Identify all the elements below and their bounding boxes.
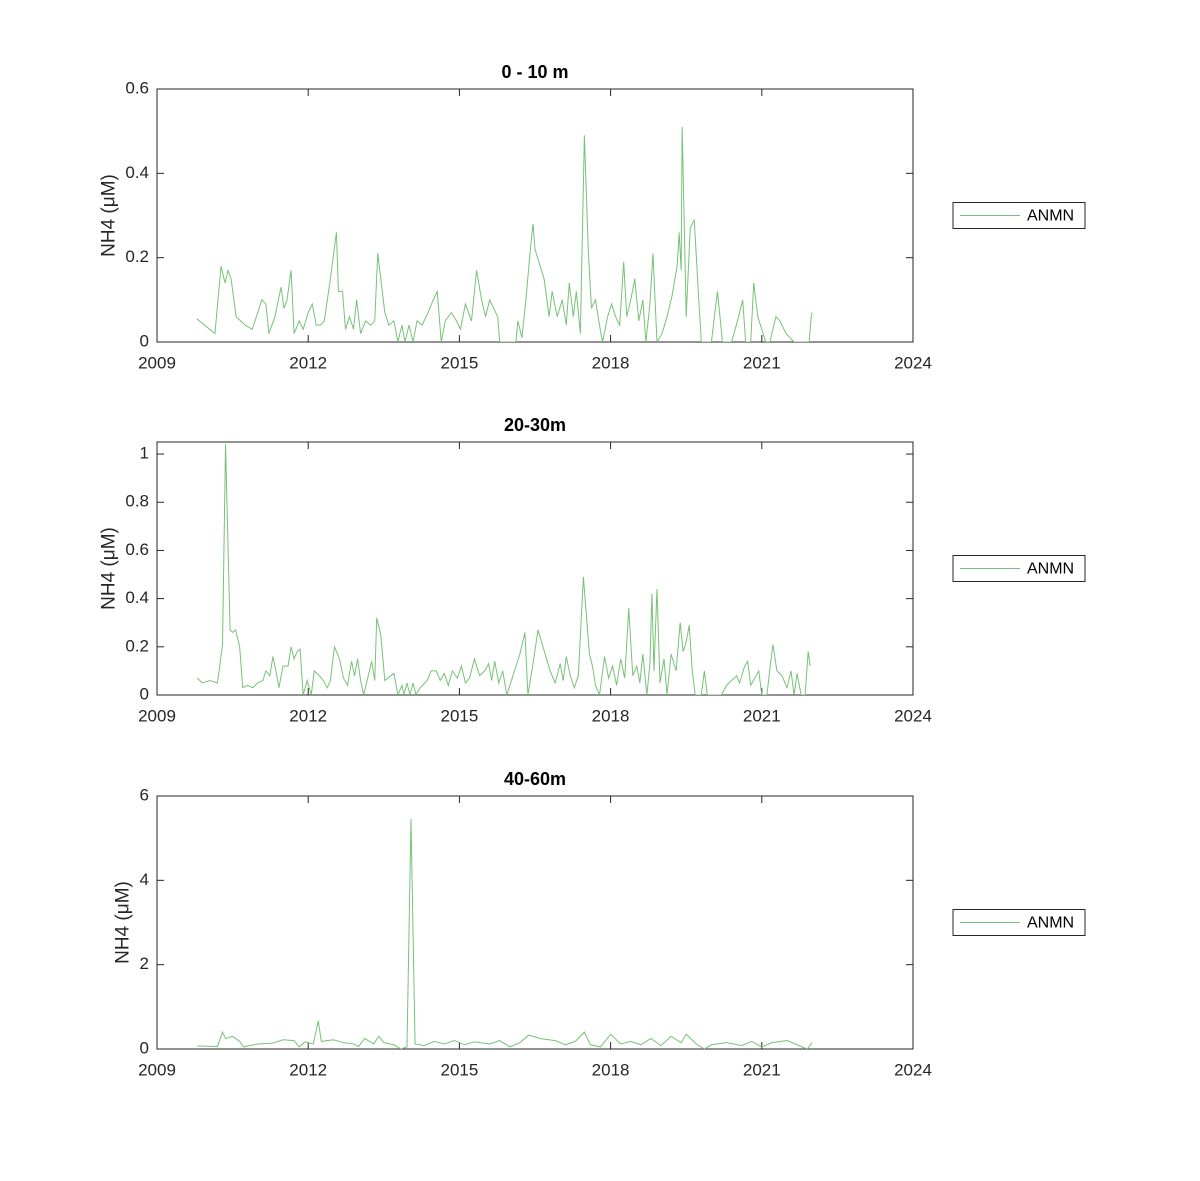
- x-tick-label: 2018: [592, 1060, 630, 1079]
- subplot: 2009 2012 2015 2018 2021 2024 0 0.2 0.4 0.6 0.8 1 20…: [98, 415, 1086, 725]
- x-tick-label: 2021: [743, 706, 781, 725]
- legend: ANMN: [952, 909, 1086, 936]
- x-tick-label: 2012: [289, 353, 327, 372]
- data-line: [196, 126, 813, 342]
- y-tick-label: 1: [140, 444, 149, 463]
- y-tick-label: 0.4: [125, 163, 149, 182]
- y-tick-label: 6: [140, 785, 149, 804]
- x-tick-label: 2012: [289, 1060, 327, 1079]
- data-line: [196, 444, 811, 695]
- y-axis-label: NH4 (μM): [98, 174, 119, 257]
- y-tick-label: 0: [140, 684, 149, 703]
- chart-title: 40-60m: [504, 769, 566, 789]
- legend-label: ANMN: [1027, 561, 1074, 578]
- y-tick-label: 0.6: [125, 78, 149, 97]
- y-axis-label: NH4 (μM): [113, 881, 134, 964]
- x-tick-label: 2012: [289, 706, 327, 725]
- subplot: 2009 2012 2015 2018 2021 2024 0 0.2 0.4 0.6 0 - 10…: [98, 62, 1086, 372]
- legend-label: ANMN: [1027, 208, 1074, 225]
- axes-box: [156, 795, 914, 1050]
- y-tick-label: 0.8: [125, 492, 149, 511]
- x-tick-label: 2009: [138, 1060, 176, 1079]
- x-tick-label: 2018: [592, 706, 630, 725]
- x-tick-label: 2015: [440, 1060, 478, 1079]
- y-tick-label: 0.2: [125, 247, 149, 266]
- y-tick-label: 2: [140, 954, 149, 973]
- x-tick-label: 2021: [743, 1060, 781, 1079]
- x-tick-label: 2009: [138, 353, 176, 372]
- x-tick-label: 2018: [592, 353, 630, 372]
- y-axis-label: NH4 (μM): [98, 527, 119, 610]
- x-tick-label: 2024: [894, 1060, 932, 1079]
- axes-box: [156, 441, 914, 696]
- x-tick-label: 2015: [440, 706, 478, 725]
- x-tick-label: 2009: [138, 706, 176, 725]
- y-tick-label: 0: [140, 1038, 149, 1057]
- x-tick-label: 2024: [894, 706, 932, 725]
- data-line: [197, 819, 813, 1049]
- y-tick-label: 4: [140, 870, 149, 889]
- chart-title: 0 - 10 m: [501, 62, 568, 82]
- legend: ANMN: [952, 555, 1086, 582]
- y-tick-label: 0.6: [125, 540, 149, 559]
- x-tick-label: 2021: [743, 353, 781, 372]
- legend-label: ANMN: [1027, 915, 1074, 932]
- y-tick-label: 0.2: [125, 636, 149, 655]
- y-tick-label: 0: [140, 331, 149, 350]
- y-tick-label: 0.4: [125, 588, 149, 607]
- x-tick-label: 2015: [440, 353, 478, 372]
- x-tick-label: 2024: [894, 353, 932, 372]
- legend: ANMN: [952, 202, 1086, 229]
- axes-box: [156, 88, 914, 343]
- chart-title: 20-30m: [504, 415, 566, 435]
- subplot: 2009 2012 2015 2018 2021 2024 0 2 4 6 40-60m NH4 (μ…: [113, 769, 1086, 1079]
